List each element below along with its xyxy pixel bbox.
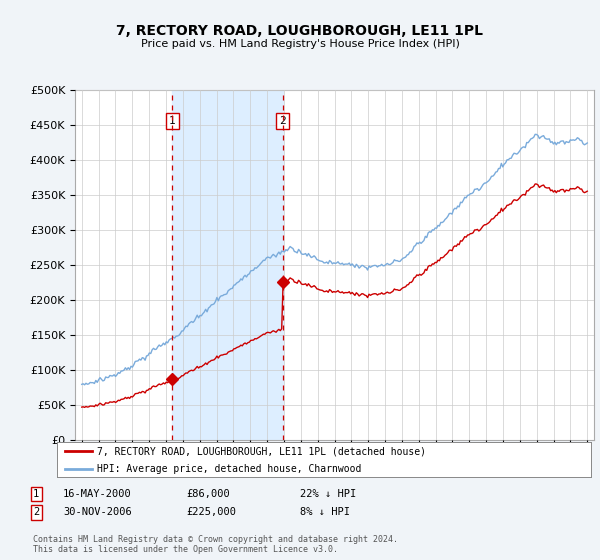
Text: £86,000: £86,000: [186, 489, 230, 499]
Text: 8% ↓ HPI: 8% ↓ HPI: [300, 507, 350, 517]
Text: £225,000: £225,000: [186, 507, 236, 517]
Text: Price paid vs. HM Land Registry's House Price Index (HPI): Price paid vs. HM Land Registry's House …: [140, 39, 460, 49]
Text: HPI: Average price, detached house, Charnwood: HPI: Average price, detached house, Char…: [97, 464, 361, 474]
Text: 2: 2: [33, 507, 39, 517]
Text: 1: 1: [33, 489, 39, 499]
Text: Contains HM Land Registry data © Crown copyright and database right 2024.
This d: Contains HM Land Registry data © Crown c…: [33, 535, 398, 554]
Text: 7, RECTORY ROAD, LOUGHBOROUGH, LE11 1PL: 7, RECTORY ROAD, LOUGHBOROUGH, LE11 1PL: [116, 24, 484, 38]
Text: 16-MAY-2000: 16-MAY-2000: [63, 489, 132, 499]
Text: 22% ↓ HPI: 22% ↓ HPI: [300, 489, 356, 499]
Bar: [172, 90, 283, 440]
Text: 30-NOV-2006: 30-NOV-2006: [63, 507, 132, 517]
Text: 2: 2: [279, 116, 286, 126]
Text: 7, RECTORY ROAD, LOUGHBOROUGH, LE11 1PL (detached house): 7, RECTORY ROAD, LOUGHBOROUGH, LE11 1PL …: [97, 446, 426, 456]
Text: 1: 1: [169, 116, 176, 126]
